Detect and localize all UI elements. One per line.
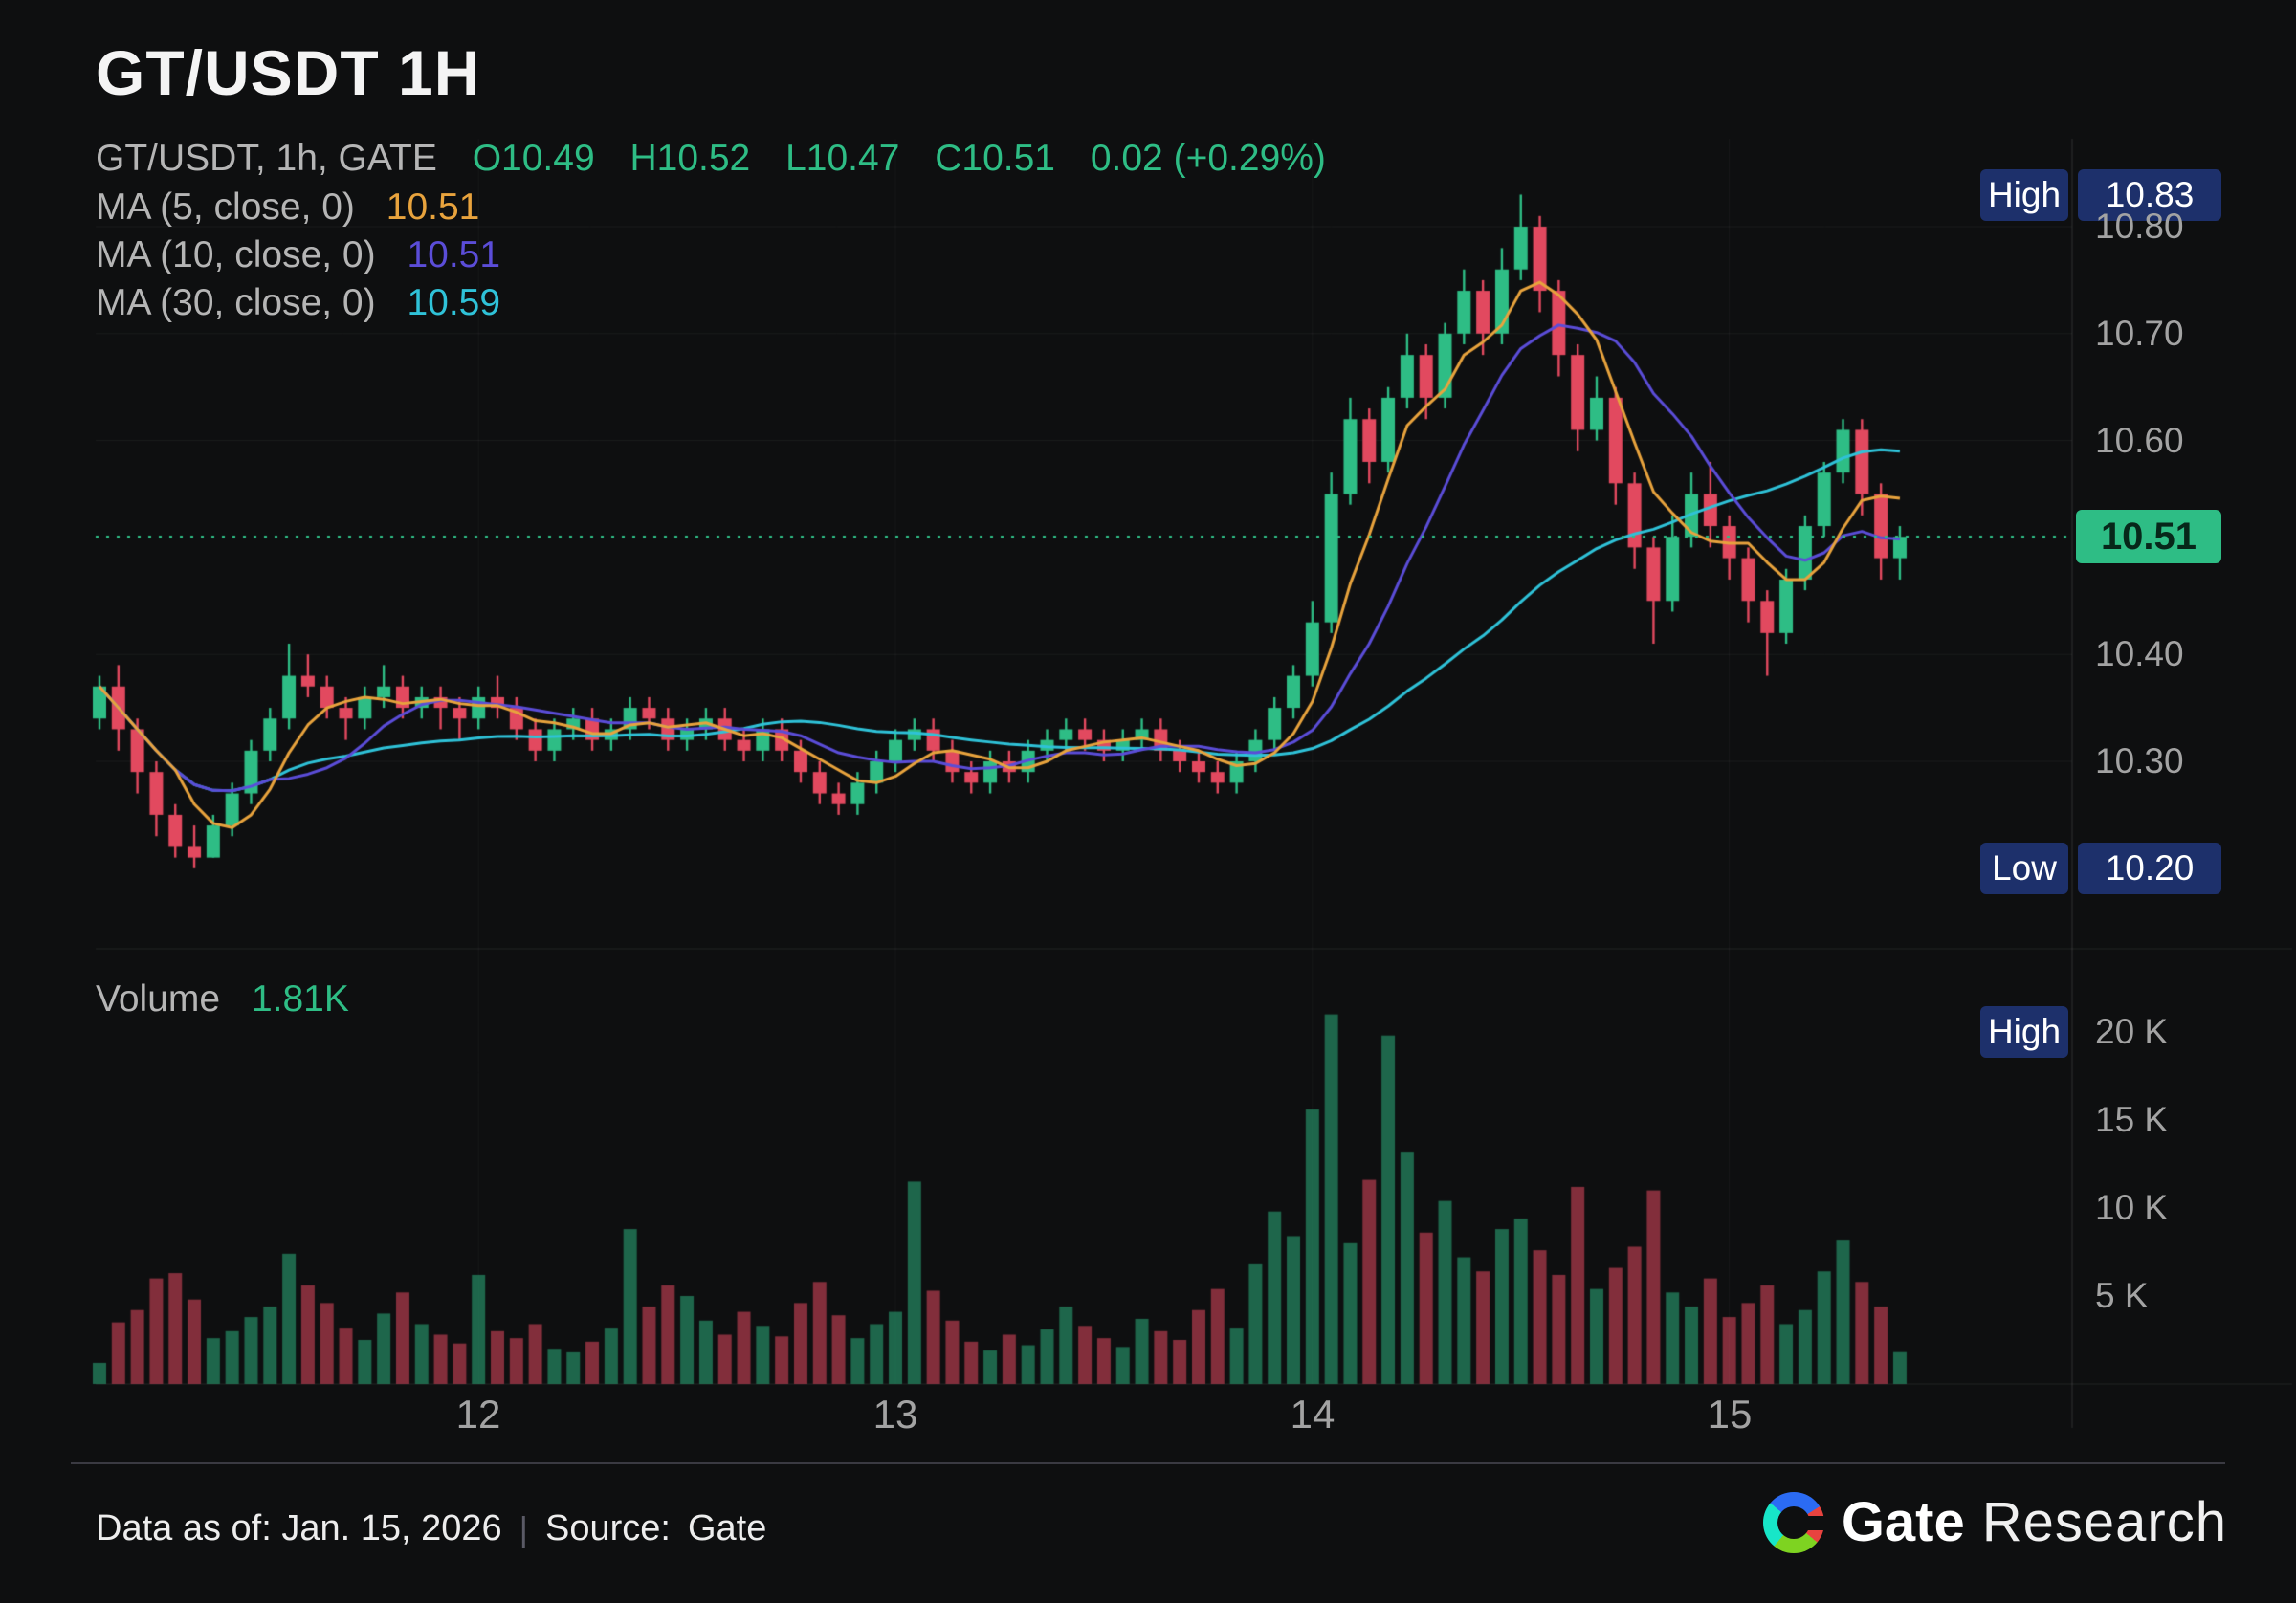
price-tick-1070: 10.70 bbox=[2095, 314, 2184, 353]
footer-meta: Data as of: Jan. 15, 2026 | Source: Gate bbox=[96, 1508, 766, 1549]
price-tick-1080: 10.80 bbox=[2095, 207, 2184, 246]
footer-divider bbox=[71, 1462, 2225, 1464]
footer-separator: | bbox=[519, 1508, 528, 1548]
time-tick-14: 14 bbox=[1290, 1392, 1336, 1437]
price-high-badge-label: High bbox=[1980, 169, 2068, 221]
volume-tick-20k: 20 K bbox=[2095, 1012, 2169, 1051]
ma5-label: MA (5, close, 0) bbox=[96, 187, 355, 228]
symbol-descriptor: GT/USDT, 1h, GATE bbox=[96, 138, 437, 179]
price-tick-1030: 10.30 bbox=[2095, 741, 2184, 780]
volume-tick-10k: 10 K bbox=[2095, 1188, 2169, 1227]
ohlc-close: C10.51 bbox=[935, 138, 1055, 179]
current-price-badge: 10.51 bbox=[2076, 510, 2221, 563]
volume-tick-15k: 15 K bbox=[2095, 1100, 2169, 1139]
price-tick-1060: 10.60 bbox=[2095, 421, 2184, 460]
volume-legend: Volume 1.81K bbox=[96, 977, 349, 1021]
ma30-value: 10.59 bbox=[407, 282, 501, 323]
ohlc-change: 0.02 (+0.29%) bbox=[1090, 138, 1326, 179]
brand-name-secondary: Research bbox=[1981, 1491, 2227, 1553]
ma10-value: 10.51 bbox=[407, 234, 501, 275]
time-tick-12: 12 bbox=[455, 1392, 501, 1437]
page-title: GT/USDT 1H bbox=[96, 37, 481, 108]
source-label: Source: bbox=[544, 1508, 671, 1548]
ohlc-low: L10.47 bbox=[785, 138, 900, 179]
price-high-badge-value: 10.83 bbox=[2078, 169, 2221, 221]
ohlc-open: O10.49 bbox=[472, 138, 595, 179]
time-tick-13: 13 bbox=[872, 1392, 918, 1437]
ma10-legend: MA (10, close, 0) 10.51 bbox=[96, 232, 500, 278]
source-value: Gate bbox=[687, 1508, 767, 1548]
ma30-legend: MA (30, close, 0) 10.59 bbox=[96, 280, 500, 326]
ma30-label: MA (30, close, 0) bbox=[96, 282, 376, 323]
ma10-label: MA (10, close, 0) bbox=[96, 234, 376, 275]
time-tick-15: 15 bbox=[1707, 1392, 1753, 1437]
volume-value: 1.81K bbox=[251, 978, 349, 1020]
data-as-of-text: Data as of: Jan. 15, 2026 bbox=[96, 1508, 502, 1548]
volume-label: Volume bbox=[96, 978, 221, 1020]
ma5-value: 10.51 bbox=[386, 187, 480, 228]
price-low-badge-value: 10.20 bbox=[2078, 843, 2221, 894]
brand-name-primary: Gate bbox=[1841, 1491, 1965, 1553]
price-low-badge-label: Low bbox=[1980, 843, 2068, 894]
volume-tick-5k: 5 K bbox=[2095, 1276, 2149, 1315]
gate-logo-icon bbox=[1762, 1491, 1826, 1553]
gate-research-brand: Gate Research bbox=[1762, 1490, 2227, 1554]
volume-high-badge-label: High bbox=[1980, 1006, 2068, 1058]
symbol-ohlc-line: GT/USDT, 1h, GATE O10.49 H10.52 L10.47 C… bbox=[96, 136, 1326, 182]
price-tick-1040: 10.40 bbox=[2095, 634, 2184, 673]
ma5-legend: MA (5, close, 0) 10.51 bbox=[96, 185, 479, 231]
ohlc-high: H10.52 bbox=[629, 138, 751, 179]
